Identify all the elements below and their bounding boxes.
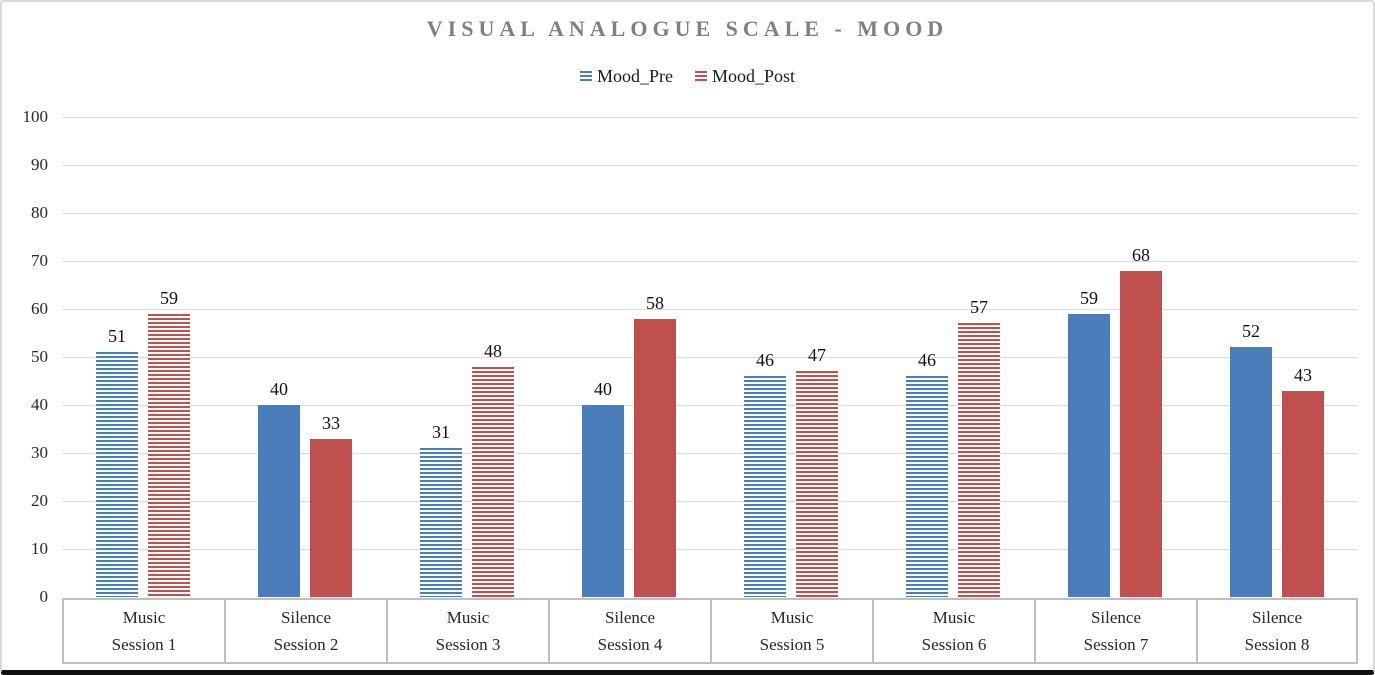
category-cell-session-2: Silence Session 2 bbox=[224, 600, 386, 662]
bar-value-label: 52 bbox=[1242, 321, 1260, 341]
y-tick-label-60: 60 bbox=[31, 299, 48, 318]
gridline-y100 bbox=[62, 116, 1358, 118]
bar-mood_post-session-3 bbox=[472, 367, 514, 597]
bar-mood_post-session-7 bbox=[1120, 271, 1162, 597]
category-cell-session-1: Music Session 1 bbox=[62, 600, 224, 662]
bar-mood_post-session-2 bbox=[310, 439, 352, 597]
bar-value-label: 57 bbox=[970, 297, 988, 317]
mood-pre-swatch-icon bbox=[579, 70, 592, 83]
y-tick-label-70: 70 bbox=[31, 251, 48, 270]
bar-value-label: 59 bbox=[1080, 288, 1098, 308]
y-tick-label-100: 100 bbox=[22, 107, 49, 126]
gridline-y80 bbox=[62, 212, 1358, 214]
category-group-label: Music bbox=[770, 608, 814, 628]
y-tick-label-20: 20 bbox=[31, 491, 48, 510]
gridline-y50 bbox=[62, 356, 1358, 358]
category-session-label: Session 1 bbox=[111, 634, 177, 654]
bar-value-label: 46 bbox=[756, 350, 774, 370]
category-cell-session-8: Silence Session 8 bbox=[1196, 600, 1358, 662]
category-cell-session-3: Music Session 3 bbox=[386, 600, 548, 662]
bar-mood_pre-session-2 bbox=[258, 405, 300, 597]
legend-label-mood-pre: Mood_Pre bbox=[596, 66, 673, 86]
legend-label-mood-post: Mood_Post bbox=[711, 66, 796, 86]
category-cell-session-5: Music Session 5 bbox=[710, 600, 872, 662]
gridline-y70 bbox=[62, 260, 1358, 262]
bar-value-label: 51 bbox=[108, 326, 126, 346]
category-session-label: Session 7 bbox=[1083, 634, 1149, 654]
bar-mood_post-session-4 bbox=[634, 319, 676, 597]
gridline-y20 bbox=[62, 500, 1358, 502]
category-cell-session-6: Music Session 6 bbox=[872, 600, 1034, 662]
bar-value-label: 33 bbox=[322, 413, 340, 433]
bar-value-label: 40 bbox=[270, 379, 288, 399]
bar-mood_post-session-1 bbox=[148, 314, 190, 597]
category-cell-session-4: Silence Session 4 bbox=[548, 600, 710, 662]
bar-mood_post-session-8 bbox=[1282, 391, 1324, 597]
bar-value-label: 47 bbox=[808, 345, 826, 365]
chart-title: VISUAL ANALOGUE SCALE - MOOD bbox=[426, 16, 949, 41]
category-session-label: Session 6 bbox=[921, 634, 987, 654]
category-group-label: Silence bbox=[1090, 608, 1142, 628]
category-group-label: Music bbox=[932, 608, 976, 628]
bar-mood_pre-session-7 bbox=[1068, 314, 1110, 597]
category-group-label: Silence bbox=[280, 608, 332, 628]
category-cell-session-7: Silence Session 7 bbox=[1034, 600, 1196, 662]
mood-post-swatch-icon bbox=[694, 70, 707, 83]
y-tick-label-90: 90 bbox=[31, 155, 48, 174]
category-group-label: Music bbox=[446, 608, 490, 628]
y-tick-label-50: 50 bbox=[31, 347, 48, 366]
gridline-y30 bbox=[62, 452, 1358, 454]
bar-mood_pre-session-6 bbox=[906, 376, 948, 597]
bar-mood_pre-session-8 bbox=[1230, 347, 1272, 597]
category-group-label: Silence bbox=[1251, 608, 1303, 628]
bar-value-label: 48 bbox=[484, 341, 502, 361]
bar-mood_pre-session-1 bbox=[96, 352, 138, 597]
y-tick-label-80: 80 bbox=[31, 203, 48, 222]
category-axis: Music Session 1 Silence Session 2 Music Sessi… bbox=[62, 598, 1358, 664]
bar-mood_post-session-6 bbox=[958, 323, 1000, 597]
y-tick-label-40: 40 bbox=[31, 395, 48, 414]
category-session-label: Session 3 bbox=[435, 634, 501, 654]
bar-value-label: 46 bbox=[918, 350, 936, 370]
bar-value-label: 43 bbox=[1294, 365, 1312, 385]
gridline-y10 bbox=[62, 548, 1358, 550]
bar-mood_pre-session-5 bbox=[744, 376, 786, 597]
gridline-y40 bbox=[62, 404, 1358, 406]
legend-item-mood-post: Mood_Post bbox=[694, 66, 796, 87]
chart-legend: Mood_Pre Mood_Post bbox=[2, 66, 1373, 87]
gridline-y60 bbox=[62, 308, 1358, 310]
y-tick-label-0: 0 bbox=[39, 587, 49, 606]
category-session-label: Session 8 bbox=[1244, 634, 1310, 654]
bar-value-label: 59 bbox=[160, 288, 178, 308]
bar-value-label: 58 bbox=[646, 293, 664, 313]
legend-item-mood-pre: Mood_Pre bbox=[579, 66, 673, 87]
category-session-label: Session 4 bbox=[597, 634, 663, 654]
category-session-label: Session 2 bbox=[273, 634, 339, 654]
gridline-y90 bbox=[62, 164, 1358, 166]
bar-mood_post-session-5 bbox=[796, 371, 838, 597]
bar-value-label: 31 bbox=[432, 422, 450, 442]
category-group-label: Music bbox=[122, 608, 166, 628]
bar-mood_pre-session-4 bbox=[582, 405, 624, 597]
bar-mood_pre-session-3 bbox=[420, 448, 462, 597]
bar-value-label: 40 bbox=[594, 379, 612, 399]
category-group-label: Silence bbox=[604, 608, 656, 628]
bar-value-label: 68 bbox=[1132, 245, 1150, 265]
y-tick-label-30: 30 bbox=[31, 443, 48, 462]
category-session-label: Session 5 bbox=[759, 634, 825, 654]
y-tick-label-10: 10 bbox=[31, 539, 48, 558]
